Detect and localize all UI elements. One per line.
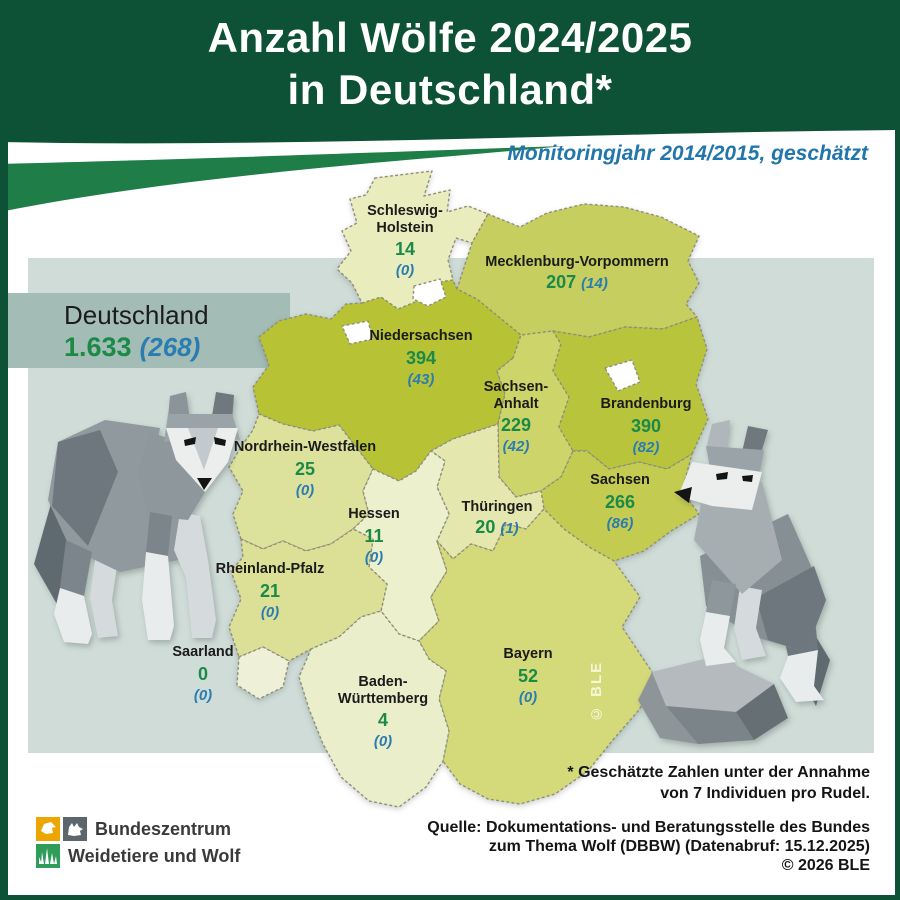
wolf-illustration-left: [34, 392, 240, 644]
grass-icon: [36, 844, 60, 868]
header-swoosh: [0, 0, 900, 212]
frame-right: [895, 0, 900, 900]
state-shape-niedersachsen: [252, 279, 522, 482]
page-title-line2: in Deutschland*: [287, 66, 613, 113]
state-shape-bayern: [418, 508, 659, 805]
wolf-icon: [63, 817, 87, 841]
city-gap-bremen: [341, 320, 374, 345]
sheep-icon: [36, 817, 60, 841]
source-line1: Quelle: Dokumentations- und Beratungsste…: [427, 819, 870, 836]
logo-text-line1: Bundeszentrum: [95, 819, 232, 839]
bundeszentrum-logo: Bundeszentrum Weidetiere und Wolf: [36, 817, 240, 871]
frame-bottom: [0, 895, 900, 900]
footnote-line2: von 7 Individuen pro Rudel.: [660, 785, 870, 802]
source-line3: © 2026 BLE: [781, 857, 870, 874]
source-attribution: Quelle: Dokumentations- und Beratungsste…: [427, 818, 870, 875]
germany-total-value: 1.633: [64, 332, 132, 362]
city-gap-hamburg: [412, 278, 447, 307]
wolf-illustration-right: [638, 420, 830, 744]
germany-total-row: 1.633 (268): [64, 331, 290, 368]
city-gap-berlin: [604, 359, 641, 392]
swoosh-stripe: [0, 146, 565, 212]
germany-map: [228, 170, 709, 808]
logo-text-line2: Weidetiere und Wolf: [68, 846, 241, 866]
logo-row-1: Bundeszentrum: [36, 817, 240, 841]
source-line2: zum Thema Wolf (DBBW) (Datenabruf: 15.12…: [488, 838, 870, 855]
state-shape-nordrhein-westfalen: [228, 413, 374, 552]
state-shape-baden-wuerttemberg: [298, 610, 450, 808]
germany-total-label: Deutschland: [64, 300, 209, 330]
frame-left: [0, 0, 8, 900]
state-shape-brandenburg: [552, 316, 709, 470]
header-band: [0, 0, 900, 144]
footnote-line1: * Geschätzte Zahlen unter der Annahme: [567, 764, 870, 781]
ble-watermark: © BLE: [588, 660, 605, 722]
state-shape-rheinland-pfalz: [228, 528, 388, 662]
germany-total-sub: (268): [139, 332, 201, 362]
page-title: Anzahl Wölfe 2024/2025 in Deutschland*: [0, 12, 900, 116]
footnote: * Geschätzte Zahlen unter der Annahme vo…: [567, 762, 870, 804]
logo-row-2: Weidetiere und Wolf: [36, 844, 240, 868]
state-shape-thueringen: [430, 423, 545, 560]
page-subtitle: Monitoringjahr 2014/2015, geschätzt: [507, 142, 868, 165]
state-shape-saarland: [236, 646, 290, 700]
page-title-line1: Anzahl Wölfe 2024/2025: [207, 14, 693, 61]
germany-total-box: Deutschland 1.633 (268): [8, 293, 290, 368]
